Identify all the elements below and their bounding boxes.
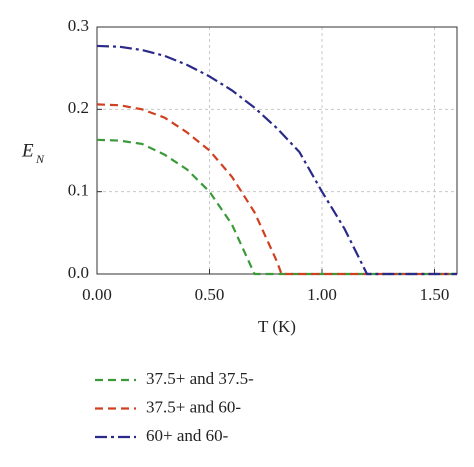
y-axis-label-subscript: N (35, 152, 45, 166)
series-line (96, 44, 457, 276)
x-tick-label: 0.50 (195, 285, 225, 304)
x-tick-label: 1.50 (420, 285, 450, 304)
x-tick-label: 1.00 (307, 285, 337, 304)
y-tick-label: 0.3 (68, 16, 89, 35)
plot-frame (96, 26, 458, 275)
series-line (96, 103, 457, 276)
legend-label: 37.5+ and 37.5- (146, 369, 254, 388)
legend-label: 60+ and 60- (146, 426, 229, 445)
y-axis-label: E (21, 140, 34, 161)
y-tick-label: 0.0 (68, 263, 89, 282)
series-line (96, 138, 457, 276)
x-tick-label: 0.00 (82, 285, 112, 304)
y-tick-label: 0.2 (68, 98, 89, 117)
x-axis-label: T (K) (258, 317, 296, 336)
legend-label: 37.5+ and 60- (146, 397, 241, 416)
y-tick-label: 0.1 (68, 181, 89, 200)
